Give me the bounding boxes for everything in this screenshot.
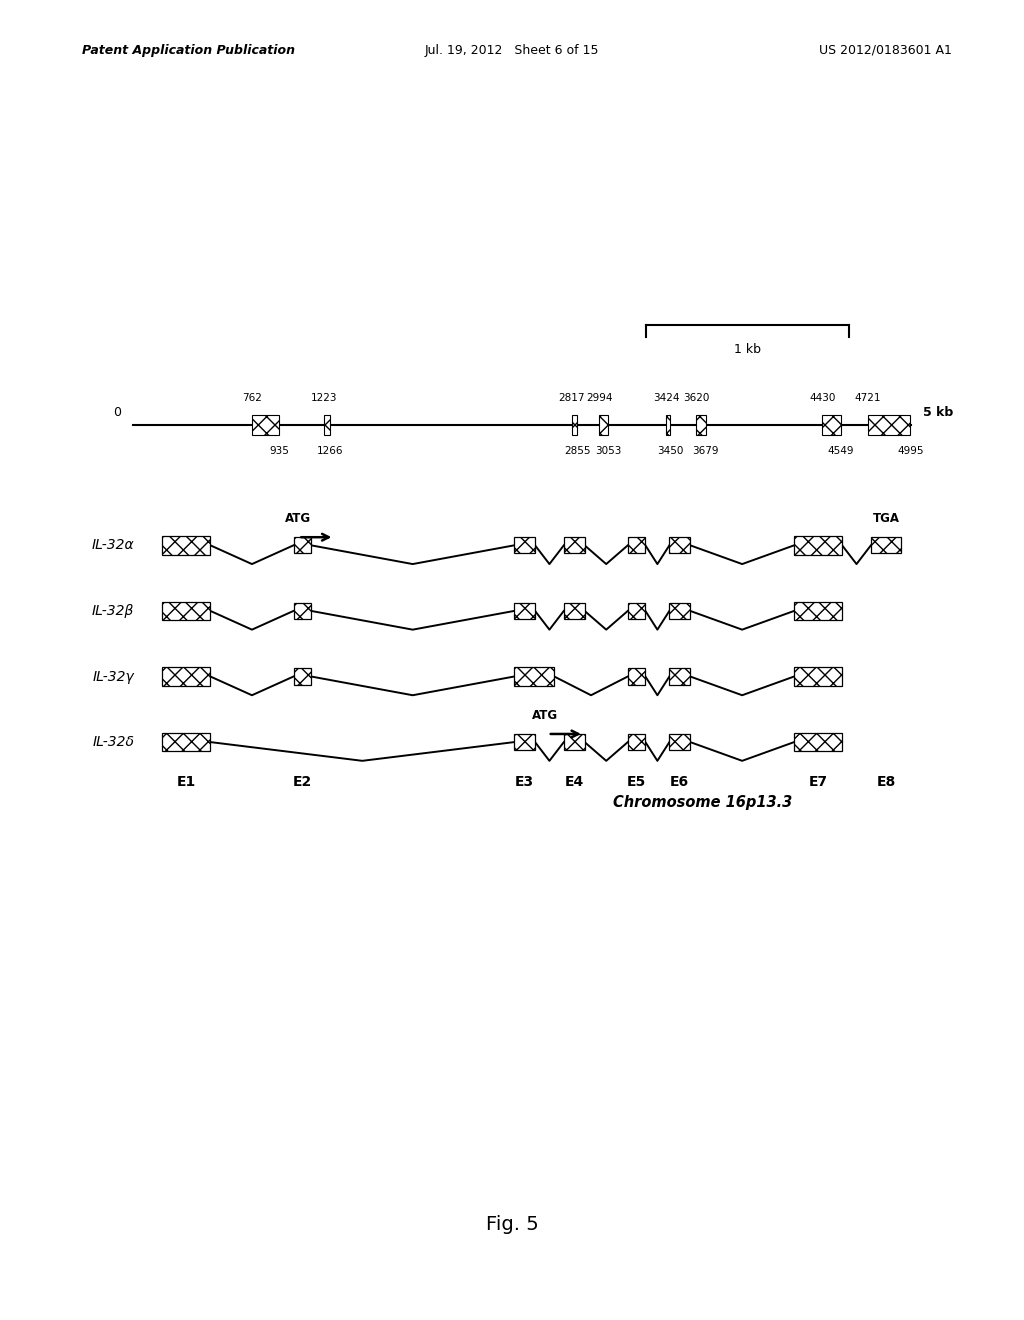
Text: 4995: 4995 [897, 446, 924, 457]
Text: 4721: 4721 [854, 393, 881, 403]
Bar [324, 414, 331, 434]
Text: Jul. 19, 2012   Sheet 6 of 15: Jul. 19, 2012 Sheet 6 of 15 [425, 44, 599, 57]
Text: E1: E1 [177, 775, 196, 788]
Bar [867, 414, 910, 434]
Bar [822, 414, 841, 434]
Text: 3620: 3620 [683, 393, 710, 403]
Bar [670, 537, 690, 553]
Bar [294, 537, 311, 553]
Bar [795, 536, 842, 554]
Text: 4430: 4430 [809, 393, 836, 403]
Text: 1223: 1223 [310, 393, 337, 403]
Text: 1 kb: 1 kb [734, 343, 761, 356]
Bar [628, 668, 645, 685]
Text: ATG: ATG [286, 512, 311, 525]
Bar [564, 603, 585, 619]
Bar [514, 734, 535, 750]
Bar [571, 414, 578, 434]
Bar [514, 603, 535, 619]
Bar [163, 602, 210, 620]
Text: Fig. 5: Fig. 5 [485, 1216, 539, 1234]
Bar [163, 733, 210, 751]
Text: 3053: 3053 [595, 446, 622, 457]
Bar [628, 603, 645, 619]
Text: 2855: 2855 [564, 446, 591, 457]
Text: TGA: TGA [872, 512, 900, 525]
Text: 5 kb: 5 kb [924, 407, 953, 420]
Text: IL-32γ: IL-32γ [92, 669, 134, 684]
Bar [628, 734, 645, 750]
Text: IL-32β: IL-32β [92, 605, 134, 618]
Text: 3424: 3424 [652, 393, 679, 403]
Text: E3: E3 [515, 775, 535, 788]
Text: ATG: ATG [532, 709, 558, 722]
Bar [514, 667, 554, 686]
Bar [670, 734, 690, 750]
Bar [870, 537, 901, 553]
Bar [628, 537, 645, 553]
Bar [666, 414, 670, 434]
Bar [564, 734, 585, 750]
Bar [599, 414, 608, 434]
Bar [670, 603, 690, 619]
Text: 762: 762 [242, 393, 262, 403]
Text: IL-32δ: IL-32δ [92, 735, 134, 748]
Text: 4549: 4549 [827, 446, 854, 457]
Text: E6: E6 [671, 775, 689, 788]
Text: E7: E7 [809, 775, 827, 788]
Text: IL-32α: IL-32α [92, 539, 134, 552]
Text: 0: 0 [113, 407, 121, 420]
Bar [670, 668, 690, 685]
Bar [696, 414, 706, 434]
Bar [294, 668, 311, 685]
Text: 1266: 1266 [317, 446, 344, 457]
Bar [795, 667, 842, 686]
Text: E5: E5 [627, 775, 646, 788]
Text: E2: E2 [293, 775, 312, 788]
Text: Patent Application Publication: Patent Application Publication [82, 44, 295, 57]
Text: 935: 935 [269, 446, 289, 457]
Bar [163, 536, 210, 554]
Text: 2817: 2817 [558, 393, 585, 403]
Text: Chromosome 16p13.3: Chromosome 16p13.3 [612, 795, 792, 809]
Text: E4: E4 [564, 775, 584, 788]
Bar [514, 537, 535, 553]
Bar [252, 414, 279, 434]
Text: 3450: 3450 [656, 446, 683, 457]
Text: 2994: 2994 [586, 393, 612, 403]
Bar [564, 537, 585, 553]
Text: E8: E8 [877, 775, 896, 788]
Text: 3679: 3679 [692, 446, 719, 457]
Bar [795, 733, 842, 751]
Text: US 2012/0183601 A1: US 2012/0183601 A1 [819, 44, 952, 57]
Bar [163, 667, 210, 686]
Bar [294, 603, 311, 619]
Bar [795, 602, 842, 620]
